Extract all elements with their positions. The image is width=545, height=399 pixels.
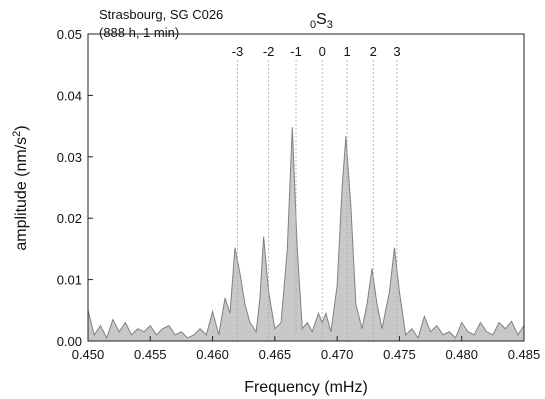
singlet-label: -2: [263, 44, 275, 59]
spectrum-area: [88, 127, 524, 341]
x-tick-label: 0.460: [196, 347, 229, 362]
singlet-label: -3: [232, 44, 244, 59]
y-axis-title-main: amplitude (nm/s: [13, 137, 30, 251]
y-axis-title-end: ): [13, 125, 30, 130]
mode-prefix: 0: [310, 19, 316, 31]
y-tick-label: 0.01: [57, 273, 82, 288]
x-tick-label: 0.465: [259, 347, 292, 362]
y-axis-title: amplitude (nm/s2): [11, 125, 30, 250]
x-axis-title: Frequency (mHz): [244, 379, 368, 396]
x-tick-label: 0.480: [445, 347, 478, 362]
record-label: (888 h, 1 min): [99, 25, 179, 40]
spectrum-line: [87, 127, 525, 340]
y-axis-title-exp: 2: [11, 131, 23, 137]
y-tick-label: 0.05: [57, 27, 82, 42]
y-tick-label: 0.03: [57, 150, 82, 165]
y-tick-label: 0.04: [57, 88, 82, 103]
singlet-label: 1: [343, 44, 350, 59]
y-tick-label: 0.02: [57, 211, 82, 226]
mode-label: 0S3: [310, 11, 333, 31]
mode-letter: S: [316, 11, 327, 28]
x-tick-label: 0.470: [321, 347, 354, 362]
mode-suffix: 3: [327, 19, 333, 31]
singlet-label: 3: [393, 44, 400, 59]
singlet-label: 0: [319, 44, 326, 59]
singlet-label: -1: [290, 44, 302, 59]
plot-frame: [87, 33, 525, 342]
x-tick-label: 0.475: [383, 347, 416, 362]
y-tick-label: 0.00: [57, 334, 82, 349]
station-label: Strasbourg, SG C026: [99, 7, 223, 22]
x-tick-label: 0.455: [134, 347, 167, 362]
x-tick-label: 0.450: [72, 347, 105, 362]
singlet-label: 2: [370, 44, 377, 59]
x-tick-label: 0.485: [508, 347, 541, 362]
